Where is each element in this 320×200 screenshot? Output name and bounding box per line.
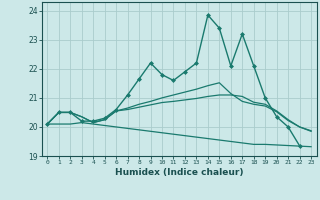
X-axis label: Humidex (Indice chaleur): Humidex (Indice chaleur) (115, 168, 244, 177)
